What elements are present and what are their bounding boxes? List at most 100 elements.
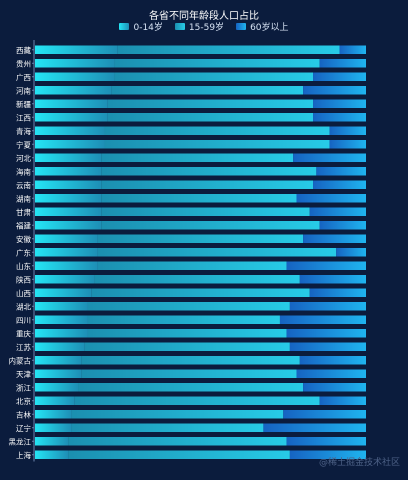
bar-segment-60-plus[interactable] [319, 59, 366, 68]
bar-segment-15-59[interactable] [78, 383, 304, 392]
bar-segment-0-14[interactable] [35, 369, 82, 379]
bar-segment-60-plus[interactable] [329, 126, 366, 136]
bar-segment-0-14[interactable] [35, 59, 115, 68]
bar-segment-60-plus[interactable] [299, 275, 366, 284]
bar-segment-60-plus[interactable] [313, 99, 366, 109]
bar-segment-60-plus[interactable] [279, 315, 366, 325]
bar-segment-0-14[interactable] [35, 450, 69, 460]
bar-segment-0-14[interactable] [35, 126, 105, 136]
bar-segment-60-plus[interactable] [319, 221, 366, 230]
bar-segment-15-59[interactable] [114, 59, 320, 68]
bar-segment-0-14[interactable] [35, 410, 72, 419]
bar-segment-15-59[interactable] [101, 221, 320, 230]
bar-segment-15-59[interactable] [91, 288, 310, 298]
bar-segment-60-plus[interactable] [313, 180, 366, 190]
bar-segment-15-59[interactable] [107, 99, 314, 109]
bar-segment-60-plus[interactable] [289, 302, 366, 311]
bar-segment-60-plus[interactable] [316, 167, 366, 176]
bar-segment-0-14[interactable] [35, 302, 88, 311]
bar-segment-0-14[interactable] [35, 86, 112, 95]
bar-segment-60-plus[interactable] [339, 45, 366, 55]
bar-segment-0-14[interactable] [35, 140, 105, 149]
bar-segment-60-plus[interactable] [289, 450, 366, 460]
bar-segment-15-59[interactable] [111, 86, 304, 95]
bar-segment-15-59[interactable] [101, 194, 297, 203]
bar-segment-0-14[interactable] [35, 194, 102, 203]
bar-segment-0-14[interactable] [35, 329, 88, 338]
bar-segment-15-59[interactable] [71, 410, 284, 419]
bar-segment-60-plus[interactable] [293, 153, 366, 163]
bar-segment-0-14[interactable] [35, 356, 82, 365]
bar-segment-15-59[interactable] [97, 261, 287, 271]
bar-segment-0-14[interactable] [35, 342, 85, 352]
bar-segment-60-plus[interactable] [263, 423, 366, 433]
bar-segment-15-59[interactable] [117, 45, 340, 55]
bar-segment-0-14[interactable] [35, 153, 102, 163]
legend-swatch-60-plus [236, 23, 247, 30]
bar-segment-60-plus[interactable] [286, 329, 366, 338]
legend-item-60-plus[interactable]: 60岁以上 [236, 20, 289, 33]
bar-segment-0-14[interactable] [35, 383, 79, 392]
bar-segment-0-14[interactable] [35, 234, 98, 244]
bar-segment-15-59[interactable] [101, 153, 294, 163]
bar-segment-15-59[interactable] [107, 113, 314, 122]
bar-segment-60-plus[interactable] [296, 369, 366, 379]
bar-segment-60-plus[interactable] [303, 234, 366, 244]
bar-segment-15-59[interactable] [74, 396, 320, 406]
legend-item-15-59[interactable]: 15-59岁 [174, 20, 224, 33]
bar-segment-0-14[interactable] [35, 396, 75, 406]
bar-segment-15-59[interactable] [104, 126, 330, 136]
bar-segment-0-14[interactable] [35, 437, 69, 446]
bar-segment-0-14[interactable] [35, 180, 102, 190]
bar-segment-60-plus[interactable] [303, 383, 366, 392]
bar-segment-15-59[interactable] [81, 356, 300, 365]
y-tick-label: 内蒙古 [9, 355, 32, 365]
bar-segment-15-59[interactable] [101, 167, 317, 176]
bar-segment-15-59[interactable] [101, 180, 314, 190]
y-tick-label: 山东 [16, 261, 31, 271]
bar-segment-0-14[interactable] [35, 261, 98, 271]
bar-segment-60-plus[interactable] [303, 86, 366, 95]
legend-item-0-14[interactable]: 0-14岁 [119, 20, 163, 33]
bar-segment-60-plus[interactable] [319, 396, 366, 406]
bar-segment-15-59[interactable] [104, 140, 330, 149]
bar-segment-0-14[interactable] [35, 248, 98, 257]
bar-segment-15-59[interactable] [97, 234, 304, 244]
bar-segment-0-14[interactable] [35, 72, 115, 82]
bar-segment-0-14[interactable] [35, 167, 102, 176]
bar-segment-60-plus[interactable] [296, 194, 366, 203]
bar-segment-60-plus[interactable] [309, 207, 366, 217]
bar-segment-15-59[interactable] [87, 329, 287, 338]
bar-segment-15-59[interactable] [101, 207, 310, 217]
bar-segment-0-14[interactable] [35, 113, 108, 122]
bar-segment-60-plus[interactable] [286, 437, 366, 446]
bar-segment-15-59[interactable] [87, 302, 290, 311]
bar-segment-60-plus[interactable] [299, 356, 366, 365]
bar-segment-15-59[interactable] [68, 450, 290, 460]
bar-segment-15-59[interactable] [94, 275, 300, 284]
bar-segment-60-plus[interactable] [329, 140, 366, 149]
bar-segment-15-59[interactable] [87, 315, 280, 325]
bar-segment-0-14[interactable] [35, 288, 92, 298]
bar-segment-15-59[interactable] [84, 342, 290, 352]
bar-segment-0-14[interactable] [35, 221, 102, 230]
bar-segment-15-59[interactable] [71, 423, 264, 433]
bar-segment-60-plus[interactable] [309, 288, 366, 298]
bar-segment-60-plus[interactable] [286, 261, 366, 271]
bar-segment-60-plus[interactable] [313, 113, 366, 122]
bar-segment-0-14[interactable] [35, 207, 102, 217]
bar-segment-15-59[interactable] [114, 72, 314, 82]
bar-segment-0-14[interactable] [35, 99, 108, 109]
legend-label-0-14: 0-14岁 [133, 23, 163, 33]
bar-segment-0-14[interactable] [35, 315, 88, 325]
bar-segment-0-14[interactable] [35, 275, 95, 284]
bar-segment-15-59[interactable] [68, 437, 287, 446]
bar-segment-60-plus[interactable] [313, 72, 366, 82]
bar-segment-15-59[interactable] [81, 369, 297, 379]
bar-segment-60-plus[interactable] [336, 248, 366, 257]
bar-segment-60-plus[interactable] [289, 342, 366, 352]
bar-segment-0-14[interactable] [35, 423, 72, 433]
bar-segment-0-14[interactable] [35, 45, 118, 55]
bar-segment-60-plus[interactable] [283, 410, 366, 419]
bar-segment-15-59[interactable] [97, 248, 337, 257]
